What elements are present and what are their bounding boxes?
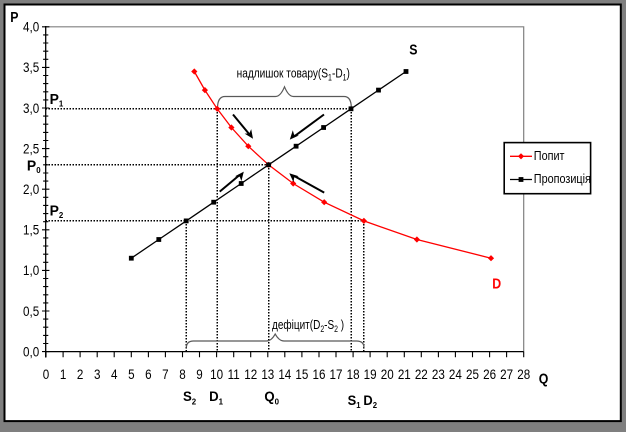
svg-text:15: 15	[295, 366, 308, 382]
svg-text:дефіцит(D2-S2 ): дефіцит(D2-S2 )	[272, 318, 344, 334]
svg-text:8: 8	[179, 366, 185, 382]
svg-text:0,0: 0,0	[23, 343, 39, 359]
svg-text:4: 4	[111, 366, 117, 382]
svg-text:10: 10	[210, 366, 223, 382]
svg-text:3: 3	[94, 366, 100, 382]
svg-text:18: 18	[347, 366, 360, 382]
svg-text:5: 5	[128, 366, 134, 382]
svg-text:надлишок товару(S1-D1): надлишок товару(S1-D1)	[237, 67, 350, 83]
svg-text:7: 7	[162, 366, 168, 382]
svg-text:3,5: 3,5	[23, 59, 39, 75]
svg-text:2,5: 2,5	[23, 140, 39, 156]
svg-text:13: 13	[261, 366, 274, 382]
svg-text:1,0: 1,0	[23, 262, 39, 278]
svg-text:20: 20	[381, 366, 394, 382]
svg-text:4,0: 4,0	[23, 18, 39, 34]
svg-text:9: 9	[196, 366, 202, 382]
svg-text:2,0: 2,0	[23, 181, 39, 197]
svg-text:Q: Q	[539, 370, 549, 386]
svg-text:12: 12	[244, 366, 257, 382]
svg-text:28: 28	[517, 366, 530, 382]
svg-text:19: 19	[364, 366, 377, 382]
svg-text:Пропозиція: Пропозиція	[534, 172, 591, 186]
svg-text:D: D	[492, 276, 501, 292]
svg-text:3,0: 3,0	[23, 100, 39, 116]
svg-text:14: 14	[278, 366, 291, 382]
svg-text:1: 1	[60, 366, 66, 382]
svg-text:1,5: 1,5	[23, 221, 39, 237]
svg-text:11: 11	[228, 366, 240, 382]
svg-text:17: 17	[330, 366, 343, 382]
svg-text:25: 25	[466, 366, 479, 382]
svg-text:16: 16	[313, 366, 326, 382]
svg-text:26: 26	[483, 366, 496, 382]
svg-text:2: 2	[77, 366, 83, 382]
svg-text:22: 22	[415, 366, 428, 382]
svg-text:24: 24	[449, 366, 462, 382]
svg-text:27: 27	[500, 366, 513, 382]
svg-text:0,5: 0,5	[23, 303, 39, 319]
svg-text:S: S	[409, 42, 417, 58]
svg-text:P: P	[10, 9, 18, 25]
svg-text:21: 21	[398, 366, 411, 382]
svg-text:6: 6	[145, 366, 151, 382]
svg-text:Попит: Попит	[534, 149, 565, 163]
svg-text:0: 0	[43, 366, 49, 382]
svg-text:23: 23	[432, 366, 445, 382]
